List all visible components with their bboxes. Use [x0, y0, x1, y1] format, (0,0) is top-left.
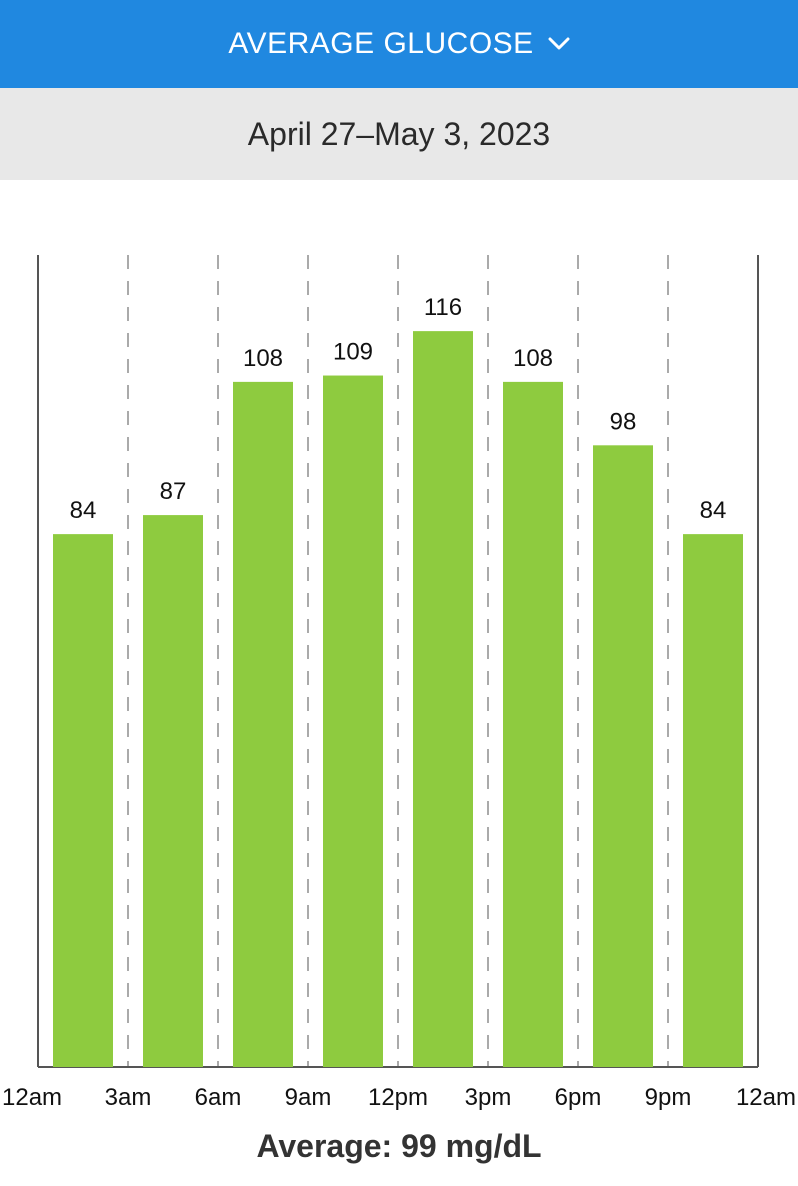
data-label: 98	[610, 408, 637, 435]
tick-label: 12pm	[368, 1084, 428, 1111]
bar	[53, 534, 113, 1067]
tick-label: 9pm	[645, 1084, 692, 1111]
chevron-down-icon	[548, 37, 570, 50]
data-label: 84	[700, 497, 727, 524]
tick-label: 9am	[285, 1084, 332, 1111]
average-label: Average: 99 mg/dL	[256, 1128, 542, 1164]
bar	[413, 331, 473, 1067]
header-title: AVERAGE GLUCOSE	[228, 27, 534, 60]
bar	[503, 381, 563, 1067]
bar	[323, 375, 383, 1067]
tick-label: 6am	[195, 1084, 242, 1111]
tick-label: 3am	[105, 1084, 152, 1111]
metric-selector-header[interactable]: AVERAGE GLUCOSE	[0, 0, 798, 88]
bar	[143, 515, 203, 1067]
date-range: April 27–May 3, 2023	[247, 115, 551, 152]
date-range-bar: April 27–May 3, 2023	[0, 88, 798, 180]
data-label: 108	[513, 345, 553, 372]
bar	[233, 381, 293, 1067]
data-label: 116	[424, 294, 462, 321]
tick-label: 12am	[2, 1084, 62, 1111]
data-label: 84	[70, 497, 97, 524]
tick-label: 12am	[736, 1084, 796, 1111]
bar	[683, 534, 743, 1067]
tick-label: 3pm	[465, 1084, 512, 1111]
bar	[593, 445, 653, 1067]
chart-area: 84 87 108 109 116 108 98 84 12am 3am 6am 9am 12pm 3pm…	[0, 180, 798, 1120]
data-label: 108	[243, 345, 283, 372]
glucose-bar-chart: 84 87 108 109 116 108 98 84 12am 3am 6am 9am 12pm 3pm…	[2, 255, 796, 1111]
tick-label: 6pm	[555, 1084, 602, 1111]
data-label: 87	[160, 478, 187, 505]
data-label: 109	[333, 339, 373, 366]
